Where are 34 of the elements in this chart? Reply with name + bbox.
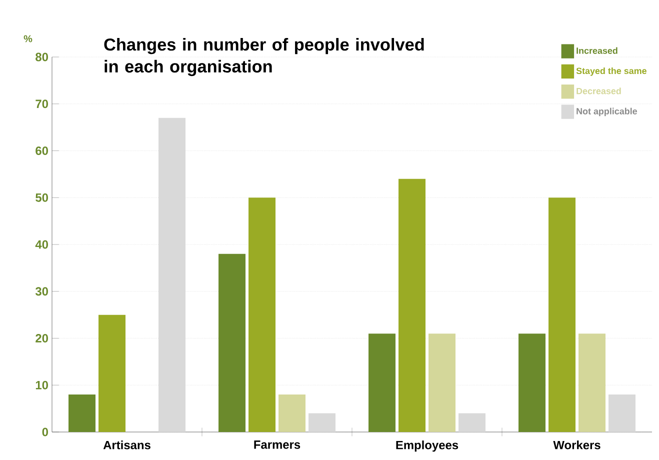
bar [218,254,246,432]
bar [608,394,636,432]
bar [308,413,336,432]
y-tick-label: 50 [36,193,48,202]
bar [578,334,606,432]
y-tick-label: 10 [36,380,48,390]
bar [368,334,396,432]
x-tick-label: Artisans [103,440,150,450]
x-tick-label: Workers [553,440,600,450]
y-tick-label: 30 [35,287,48,296]
bar [428,334,456,432]
legend-label: Not applicable [576,108,638,116]
y-axis-title: % [24,35,32,42]
bar [398,178,426,432]
x-tick-label: Farmers [254,440,300,449]
chart-title: Changes in number of people involved in each organisation [104,38,424,76]
bar [518,334,546,432]
legend-label: Decreased [576,88,621,94]
y-tick-label: 20 [36,334,48,342]
bar [548,198,576,432]
y-tick-label: 60 [36,146,48,155]
bar [248,198,276,432]
bar [278,394,306,432]
y-tick-label: 40 [35,240,48,249]
legend-label: Increased [576,47,618,54]
y-tick-label: 70 [36,100,48,108]
bar [158,118,186,432]
y-tick-label: 0 [42,428,48,436]
bar [98,314,126,432]
legend-label: Stayed the same [576,67,647,76]
bar [458,413,486,432]
y-tick-label: 80 [36,52,48,62]
bar [68,394,96,432]
x-tick-label: Employees [396,440,458,452]
